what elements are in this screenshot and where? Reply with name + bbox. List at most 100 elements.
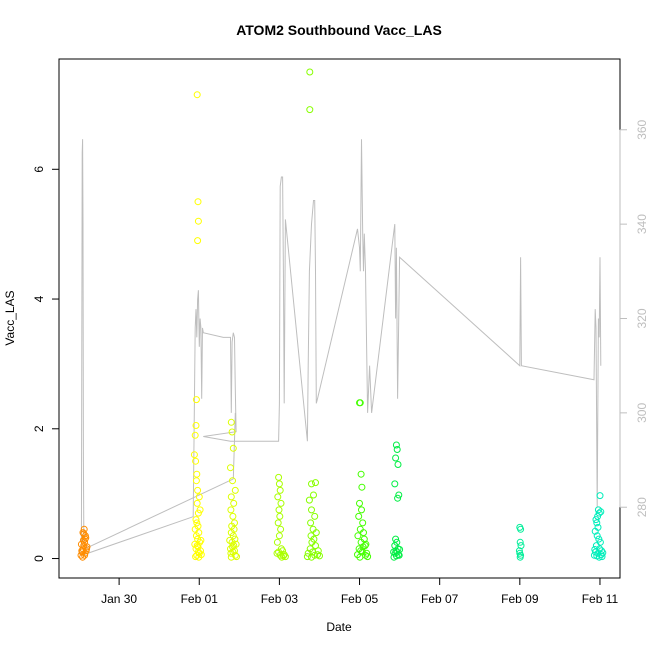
- data-point: [197, 551, 205, 559]
- data-point: [194, 237, 202, 245]
- data-point: [593, 532, 601, 540]
- data-point: [598, 553, 606, 561]
- x-tick-label: Jan 30: [101, 592, 137, 606]
- y2-tick-label: 280: [635, 497, 649, 517]
- x-axis-label: Date: [326, 620, 352, 634]
- data-point: [312, 529, 320, 537]
- line-series: [78, 139, 602, 556]
- x-tick-label: Feb 01: [181, 592, 219, 606]
- data-point: [364, 553, 372, 561]
- data-point: [596, 492, 604, 500]
- data-point: [275, 548, 283, 556]
- data-point: [393, 446, 401, 453]
- data-point: [281, 553, 289, 561]
- data-point: [396, 546, 404, 553]
- data-point: [193, 470, 201, 478]
- data-point: [358, 483, 366, 491]
- data-point: [77, 551, 85, 559]
- data-point: [391, 480, 399, 488]
- data-point: [274, 493, 282, 501]
- data-point: [194, 217, 202, 225]
- y2-tick-label: 360: [635, 119, 649, 139]
- data-point: [274, 519, 282, 527]
- data-point: [392, 441, 400, 449]
- data-point: [359, 519, 367, 527]
- data-point: [227, 553, 235, 561]
- data-point: [277, 499, 285, 507]
- y-tick-label: 6: [32, 166, 46, 173]
- line-series-group: [78, 139, 602, 556]
- data-point: [356, 499, 363, 507]
- data-point: [193, 519, 201, 527]
- data-point: [229, 532, 237, 540]
- data-point: [275, 473, 283, 481]
- data-point: [233, 553, 240, 561]
- data-point: [227, 506, 235, 514]
- data-point: [190, 451, 198, 459]
- data-point: [275, 506, 283, 514]
- data-point: [232, 540, 240, 548]
- x-tick-label: Feb 11: [582, 592, 619, 606]
- data-point: [306, 68, 314, 76]
- x-tick-label: Feb 09: [501, 592, 539, 606]
- data-point: [316, 552, 323, 560]
- data-point: [230, 499, 238, 507]
- data-point: [275, 532, 283, 540]
- data-point: [394, 461, 402, 468]
- data-point: [360, 529, 367, 537]
- data-point: [197, 547, 204, 555]
- data-point: [363, 549, 371, 557]
- data-point: [227, 418, 235, 426]
- data-point: [591, 546, 599, 553]
- data-point: [192, 396, 200, 404]
- data-point: [231, 551, 239, 559]
- data-point: [227, 464, 234, 472]
- data-point: [81, 535, 89, 543]
- data-point: [356, 399, 364, 407]
- data-point: [599, 549, 607, 557]
- data-point: [357, 470, 365, 478]
- data-point: [591, 527, 599, 535]
- data-point: [228, 428, 236, 436]
- x-axis: Jan 30 Feb 01 Feb 03 Feb 05 Feb 07 Feb 09 Feb …: [101, 577, 619, 606]
- data-point: [229, 512, 237, 520]
- data-point: [308, 506, 315, 514]
- y2-tick-label: 300: [635, 403, 649, 423]
- data-point: [597, 508, 605, 516]
- data-point: [195, 493, 203, 501]
- data-point: [193, 91, 201, 99]
- data-point: [592, 516, 600, 524]
- data-point: [192, 457, 200, 465]
- data-point: [392, 454, 400, 462]
- data-point: [231, 486, 239, 494]
- data-point: [303, 553, 311, 561]
- data-point: [354, 551, 361, 559]
- data-point: [312, 479, 319, 487]
- data-point: [229, 444, 237, 452]
- data-point: [354, 532, 362, 540]
- data-point: [310, 491, 317, 499]
- data-point: [194, 198, 202, 206]
- data-point: [358, 506, 365, 514]
- y2-tick-label: 320: [635, 308, 649, 328]
- data-point: [193, 499, 201, 507]
- data-point: [311, 512, 319, 520]
- y-tick-label: 4: [32, 295, 46, 302]
- data-point: [314, 551, 321, 559]
- chart-title: ATOM2 Southbound Vacc_LAS: [236, 22, 442, 38]
- data-point: [80, 525, 88, 533]
- data-point: [305, 496, 313, 504]
- data-point: [192, 516, 200, 524]
- data-point: [273, 538, 281, 546]
- data-point: [275, 480, 283, 488]
- data-point: [226, 536, 234, 544]
- y-axis: 0 2 4 6: [32, 166, 60, 562]
- y-tick-label: 2: [32, 425, 46, 432]
- data-point: [229, 477, 236, 485]
- data-point: [79, 529, 87, 537]
- data-point: [82, 534, 90, 542]
- data-point: [227, 549, 235, 557]
- data-point: [306, 106, 314, 114]
- data-point: [191, 431, 199, 439]
